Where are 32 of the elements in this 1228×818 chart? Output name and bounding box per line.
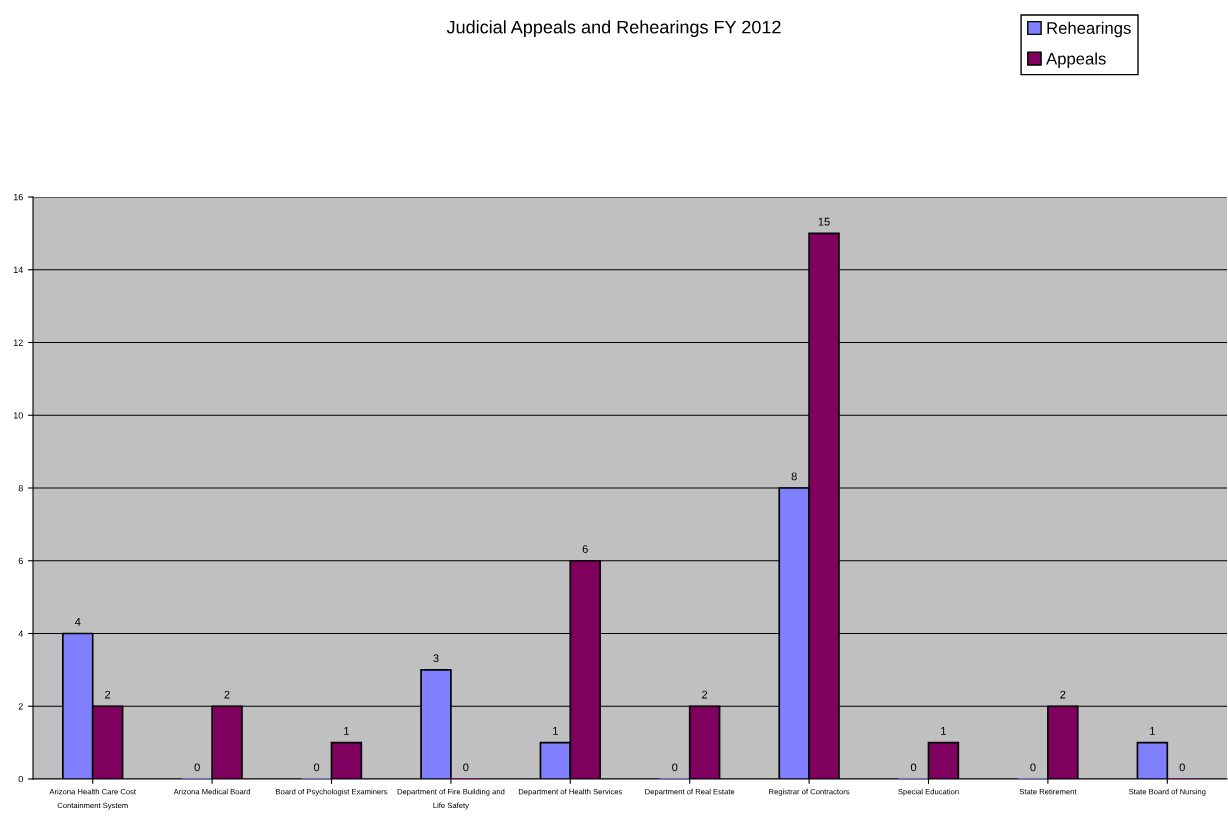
data-label: 2 (1060, 690, 1066, 699)
chart-title: Judicial Appeals and Rehearings FY 2012 (446, 20, 781, 38)
y-tick-label: 10 (13, 412, 23, 419)
data-label: 2 (105, 690, 111, 699)
data-label: 1 (344, 727, 349, 735)
legend-label: Rehearings (1047, 21, 1131, 38)
data-label: 4 (74, 617, 81, 626)
data-label: 1 (553, 727, 558, 735)
y-tick-label: 14 (13, 266, 24, 274)
data-label: 3 (433, 654, 439, 663)
data-label: 2 (224, 690, 230, 699)
data-label: 8 (791, 472, 797, 481)
data-label: 0 (910, 763, 917, 772)
y-tick-label: 16 (13, 193, 23, 201)
y-tick-label: 6 (18, 557, 23, 565)
data-label: 15 (818, 217, 830, 226)
legend-label: Appeals (1046, 52, 1106, 68)
data-label: 0 (1030, 763, 1036, 772)
y-tick-label: 12 (13, 339, 23, 346)
data-label: 1 (1150, 727, 1155, 735)
y-tick-label: 0 (18, 775, 23, 783)
data-label: 0 (672, 763, 678, 772)
data-label: 0 (1179, 763, 1185, 772)
data-label: 1 (941, 727, 946, 735)
data-label: 0 (463, 763, 469, 772)
data-label: 6 (582, 545, 588, 553)
data-label: 2 (702, 690, 708, 699)
data-label: 0 (194, 763, 200, 772)
y-tick-label: 2 (18, 703, 23, 710)
y-tick-label: 8 (18, 484, 23, 492)
y-tick-label: 4 (18, 630, 24, 637)
data-label: 0 (313, 763, 320, 772)
